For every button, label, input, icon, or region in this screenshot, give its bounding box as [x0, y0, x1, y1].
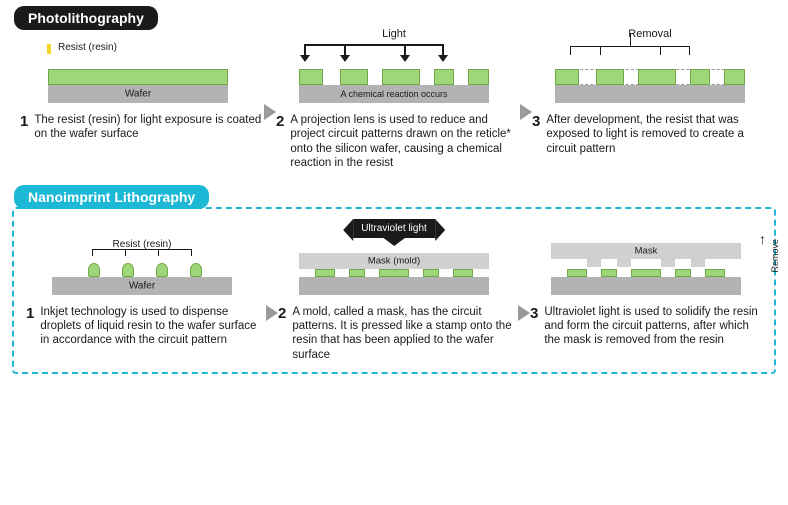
nano-header: Nanoimprint Lithography: [14, 185, 209, 209]
nano-step3-caption: 3 Ultraviolet light is used to solidify …: [524, 305, 768, 348]
resin-block: [631, 269, 661, 277]
photo-step3-caption: 3 After development, the resist that was…: [526, 113, 774, 156]
nano-step2-col: Ultraviolet light Mask (mold) 2 A mold, …: [272, 221, 516, 363]
resist-indicator-icon: [47, 44, 51, 54]
arrow-down-icon: [404, 46, 406, 56]
light-arrows: [270, 46, 518, 66]
step-text: Ultraviolet light is used to solidify th…: [544, 305, 768, 348]
remove-label: Remove: [770, 239, 780, 273]
photo-step2-diagram: A chemical reaction occurs: [270, 32, 518, 107]
nanoimprint-section: Nanoimprint Lithography Resist (resin) W…: [12, 207, 776, 375]
nano-step3-diagram: ↑ Remove Mask: [524, 221, 768, 299]
mask-tooth: [691, 259, 705, 267]
step-text: The resist (resin) for light exposure is…: [34, 113, 262, 142]
nano-step1-diagram: Resist (resin) Wafer: [20, 221, 264, 299]
photo-step3-col: Removal: [526, 32, 774, 171]
resin-block: [315, 269, 335, 277]
wafer-base: [555, 85, 745, 103]
arrow-down-icon: [304, 46, 306, 56]
photo-diagram-row: Resist (resin) Wafer 1 The resist (resin…: [14, 32, 774, 171]
resin-droplet: [190, 263, 202, 277]
resin-block: [349, 269, 365, 277]
photo-header: Photolithography: [14, 6, 158, 30]
nano-step1-col: Resist (resin) Wafer 1 Inkjet techno: [20, 221, 264, 363]
mask-tooth: [587, 259, 601, 267]
photo-step1-col: Resist (resin) Wafer 1 The resist (resin…: [14, 32, 262, 171]
resist-patterned: [555, 69, 745, 85]
remove-arrow-icon: ↑: [759, 231, 766, 247]
photo-step2-caption: 2 A projection lens is used to reduce an…: [270, 113, 518, 171]
wafer-base: Wafer: [52, 277, 232, 295]
photo-step1-diagram: Resist (resin) Wafer: [14, 32, 262, 107]
nano-step2-diagram: Ultraviolet light Mask (mold): [272, 221, 516, 299]
wafer-base: [551, 277, 741, 295]
mask-tooth: [661, 259, 675, 267]
mask-tooth: [617, 259, 631, 267]
chevron-right-icon: [266, 305, 278, 321]
mask-layer-lifted: Mask: [551, 243, 741, 259]
resist-layer: [48, 69, 228, 85]
photo-step1-caption: 1 The resist (resin) for light exposure …: [14, 113, 262, 142]
wafer-stack-2: A chemical reaction occurs: [299, 85, 489, 103]
resin-droplet: [88, 263, 100, 277]
resin-block: [567, 269, 587, 277]
wafer-stack-n3: Mask: [551, 277, 741, 295]
step-number: 3: [530, 305, 538, 348]
resin-droplet: [122, 263, 134, 277]
photo-step3-diagram: [526, 32, 774, 107]
wafer-base: [299, 277, 489, 295]
resin-droplet: [156, 263, 168, 277]
nano-step2-caption: 2 A mold, called a mask, has the circuit…: [272, 305, 516, 363]
resist-bracket: [92, 249, 192, 250]
resin-block: [423, 269, 439, 277]
resin-block: [705, 269, 725, 277]
photo-step2-col: Light A chemical: [270, 32, 518, 171]
chevron-right-icon: [518, 305, 530, 321]
step-number: 2: [278, 305, 286, 363]
arrow-down-icon: [442, 46, 444, 56]
wafer-stack-3: [555, 85, 745, 103]
step-number: 1: [26, 305, 34, 348]
arrow-down-icon: [344, 46, 346, 56]
wafer-stack-n1: Wafer: [52, 277, 232, 295]
resin-block: [453, 269, 473, 277]
resin-block: [601, 269, 617, 277]
mask-layer: Mask (mold): [299, 253, 489, 269]
step-number: 1: [20, 113, 28, 142]
resin-block: [675, 269, 691, 277]
wafer-stack-1: Wafer: [48, 85, 228, 103]
step-number: 2: [276, 113, 284, 171]
wafer-base: Wafer: [48, 85, 228, 103]
step-text: Inkjet technology is used to dispense dr…: [40, 305, 264, 348]
photolithography-section: Photolithography Resist (resin) Wafer 1 …: [0, 0, 788, 171]
wafer-stack-n2: Mask (mold): [299, 277, 489, 295]
step-number: 3: [532, 113, 540, 156]
nano-step1-caption: 1 Inkjet technology is used to dispense …: [20, 305, 264, 348]
chem-reaction-label: A chemical reaction occurs: [299, 89, 489, 99]
resist-patterned: [299, 69, 489, 85]
step-text: After development, the resist that was e…: [546, 113, 774, 156]
wafer-base: A chemical reaction occurs: [299, 85, 489, 103]
uv-light-arrow: Ultraviolet light: [353, 219, 435, 238]
nano-diagram-row: Resist (resin) Wafer 1 Inkjet techno: [20, 221, 768, 363]
step-text: A mold, called a mask, has the circuit p…: [292, 305, 516, 363]
step-text: A projection lens is used to reduce and …: [290, 113, 518, 171]
resist-label: Resist (resin): [58, 42, 117, 53]
nano-step3-col: ↑ Remove Mask 3 Ultravio: [524, 221, 768, 363]
removal-bracket: [570, 46, 690, 47]
resin-block: [379, 269, 409, 277]
